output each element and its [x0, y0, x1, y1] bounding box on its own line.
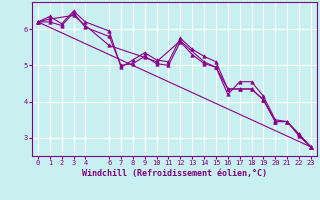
- X-axis label: Windchill (Refroidissement éolien,°C): Windchill (Refroidissement éolien,°C): [82, 169, 267, 178]
